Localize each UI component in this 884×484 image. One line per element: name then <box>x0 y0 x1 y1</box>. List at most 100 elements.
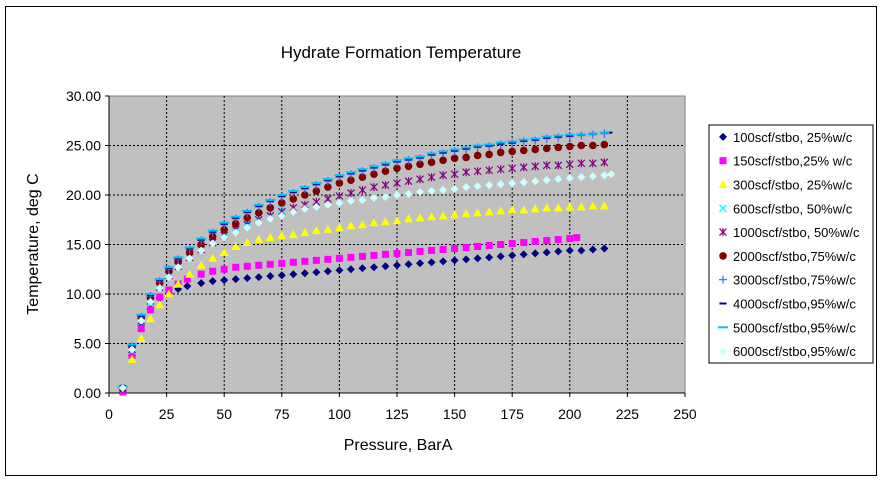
data-point <box>496 180 505 189</box>
data-point <box>577 159 586 168</box>
y-tick-label: 25.00 <box>66 138 101 154</box>
data-point <box>335 254 343 262</box>
data-point <box>358 173 367 181</box>
data-point <box>185 269 195 278</box>
data-point <box>209 267 217 275</box>
data-point <box>164 289 174 298</box>
legend-label: 6000scf/stbo,95%w/c <box>733 344 856 359</box>
data-point <box>346 265 355 274</box>
data-point <box>118 384 127 393</box>
data-point <box>146 306 154 314</box>
data-point <box>599 201 609 210</box>
data-point <box>566 142 574 151</box>
data-point <box>588 159 597 168</box>
data-point <box>508 251 517 260</box>
data-point <box>393 179 401 188</box>
data-point <box>542 176 551 185</box>
data-point <box>335 191 344 200</box>
legend-marker <box>719 275 727 284</box>
data-point <box>462 183 471 192</box>
data-point <box>220 276 229 285</box>
legend-item: 600scf/stbo, 50%w/c <box>719 201 853 216</box>
data-point <box>473 151 482 160</box>
data-point <box>462 168 471 177</box>
data-point <box>474 242 482 250</box>
data-point <box>381 167 390 176</box>
data-point <box>508 164 517 173</box>
data-point <box>542 161 551 170</box>
x-axis-title: Pressure, BarA <box>344 437 453 454</box>
data-point <box>427 212 437 221</box>
data-point <box>266 204 275 212</box>
data-point <box>508 179 517 188</box>
x-tick-label: 75 <box>274 406 290 422</box>
legend-label: 2000scf/stbo,75%w/c <box>733 249 856 264</box>
data-point <box>300 204 309 213</box>
data-point <box>197 246 206 255</box>
legend-item: 2000scf/stbo,75%w/c <box>719 249 856 264</box>
data-point <box>380 217 390 226</box>
data-point <box>346 221 356 230</box>
data-point <box>439 186 448 195</box>
data-point <box>369 218 379 227</box>
y-tick-label: 20.00 <box>66 187 101 203</box>
data-point <box>370 170 378 179</box>
data-point <box>381 192 390 201</box>
data-point <box>485 253 494 262</box>
data-point <box>589 141 597 150</box>
data-point <box>311 226 321 235</box>
data-point <box>404 214 414 223</box>
data-point <box>335 198 344 207</box>
data-point <box>357 220 367 229</box>
data-point <box>507 205 517 214</box>
data-point <box>600 158 609 167</box>
x-tick-label: 175 <box>501 406 525 422</box>
data-point <box>393 191 401 199</box>
data-point <box>542 144 551 153</box>
data-point <box>485 241 493 249</box>
legend-box <box>708 124 874 364</box>
data-point <box>300 228 310 237</box>
data-point <box>231 219 240 228</box>
data-point <box>577 141 586 150</box>
data-point <box>254 273 263 282</box>
data-point <box>312 256 320 264</box>
data-point <box>600 171 609 180</box>
legend-label: 1000scf/stbo, 50%w/c <box>733 225 860 240</box>
data-point <box>462 153 470 162</box>
data-point <box>439 245 447 253</box>
legend-item: 6000scf/stbo,95%w/c <box>719 344 856 359</box>
data-point <box>554 175 563 184</box>
data-point <box>312 187 321 195</box>
y-axis-ticks: 0.00 5.00 10.00 15.00 20.00 25.00 30.00 <box>66 88 109 401</box>
data-point <box>265 233 275 242</box>
data-point <box>254 235 264 244</box>
x-tick-label: 50 <box>216 406 232 422</box>
data-point <box>607 170 616 179</box>
data-point <box>243 262 251 270</box>
x-axis-ticks: 0 25 50 75 100 125 150 175 200 225 250 <box>105 393 697 422</box>
data-point <box>416 175 424 184</box>
data-point <box>519 178 528 187</box>
data-point <box>220 225 228 234</box>
data-point <box>485 166 494 175</box>
data-point <box>573 234 581 242</box>
data-point <box>266 260 274 268</box>
legend-marker <box>719 228 727 237</box>
data-point <box>496 148 505 157</box>
legend-item: 100scf/stbo, 25%w/c <box>719 130 853 145</box>
data-point <box>450 185 459 194</box>
data-point <box>473 167 482 176</box>
data-point <box>450 154 459 163</box>
data-point <box>519 250 528 259</box>
data-point <box>324 255 332 263</box>
data-point <box>266 272 275 281</box>
data-point <box>450 256 459 265</box>
data-point <box>439 156 447 165</box>
data-point <box>278 259 286 267</box>
data-point <box>197 279 206 288</box>
data-point <box>416 259 425 268</box>
data-marks <box>117 129 616 396</box>
legend-item: 4000scf/stbo,95%w/c <box>719 297 856 312</box>
data-point <box>393 249 401 257</box>
